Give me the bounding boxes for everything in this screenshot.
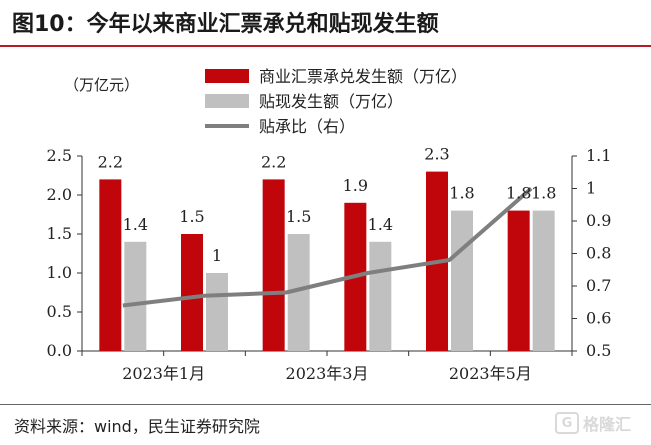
discount-bar [206, 273, 228, 351]
ratio-line [122, 186, 533, 308]
right-tick-label: 0.6 [586, 309, 611, 328]
title-divider [0, 45, 651, 47]
watermark-text: 格隆汇 [583, 415, 632, 434]
data-labels: 2.21.52.21.92.31.81.411.5 1.41.8 1.8 [98, 145, 557, 265]
acceptance-bar [507, 210, 530, 351]
watermark-logo-icon: G [555, 412, 579, 434]
bar-data-label: 2.2 [261, 152, 286, 171]
bar-data-label: 2.3 [424, 145, 449, 164]
bar-data-label: 1.5 [286, 207, 311, 226]
bar-data-label: 1.4 [123, 215, 148, 234]
discount-bar [287, 234, 310, 351]
watermark: G 格隆汇 [555, 410, 643, 436]
right-tick-label: 0.7 [586, 276, 611, 295]
acceptance-bar [181, 234, 203, 351]
left-tick-label: 2.5 [47, 146, 72, 165]
acceptance-bar [99, 179, 122, 351]
ratio-polyline [122, 186, 533, 308]
bar-data-label: 1.8 [449, 184, 474, 203]
right-tick-label: 1 [586, 179, 596, 198]
bar-data-label: 1.8 [531, 184, 556, 203]
left-tick-label: 2.0 [47, 185, 72, 204]
bar-data-label: 1 [212, 246, 222, 265]
discount-bar [124, 241, 147, 351]
left-tick-label: 1.5 [47, 224, 72, 243]
bar-data-label: 1.9 [343, 176, 368, 195]
legend: 商业汇票承兑发生额（万亿） 贴现发生额（万亿） 贴承比（右） [205, 67, 467, 136]
acceptance-bar [262, 179, 285, 351]
discount-bar [451, 210, 473, 351]
x-tick-label: 2023年1月 [122, 364, 205, 383]
right-tick-label: 0.9 [586, 211, 611, 230]
axes: 0.0 0.5 1.0 1.5 2.0 2.5 0.5 0.6 0.7 0.8 0.9 1 1.1 202… [47, 146, 612, 383]
bar-data-label: 1.8 [506, 184, 531, 203]
y-axis-unit-label: （万亿元） [64, 76, 139, 94]
source-divider [0, 404, 651, 405]
bar-data-label: 1.4 [368, 215, 393, 234]
left-tick-label: 1.0 [47, 263, 72, 282]
x-tick-label: 2023年5月 [449, 364, 532, 383]
left-tick-label: 0.0 [47, 341, 72, 360]
left-tick-label: 0.5 [47, 302, 72, 321]
right-tick-label: 0.5 [586, 341, 611, 360]
right-tick-label: 1.1 [586, 146, 611, 165]
figure-title: 图10：今年以来商业汇票承兑和贴现发生额 [12, 12, 439, 37]
legend-label: 商业汇票承兑发生额（万亿） [259, 67, 467, 86]
legend-swatch [205, 69, 249, 83]
discount-bar [369, 241, 392, 351]
legend-label: 贴承比（右） [259, 117, 355, 136]
bars [99, 171, 555, 351]
source-note: 资料来源：wind，民生证券研究院 [14, 417, 260, 436]
bar-data-label: 1.5 [179, 207, 204, 226]
legend-swatch [205, 94, 249, 108]
bar-data-label: 2.2 [98, 152, 123, 171]
right-tick-label: 0.8 [586, 244, 611, 263]
x-tick-label: 2023年3月 [286, 364, 369, 383]
legend-label: 贴现发生额（万亿） [259, 92, 403, 111]
discount-bar [532, 210, 555, 351]
chart: 商业汇票承兑发生额（万亿）贴现发生额（万亿）贴承比（右） （万亿元） 0.00.… [47, 67, 612, 383]
